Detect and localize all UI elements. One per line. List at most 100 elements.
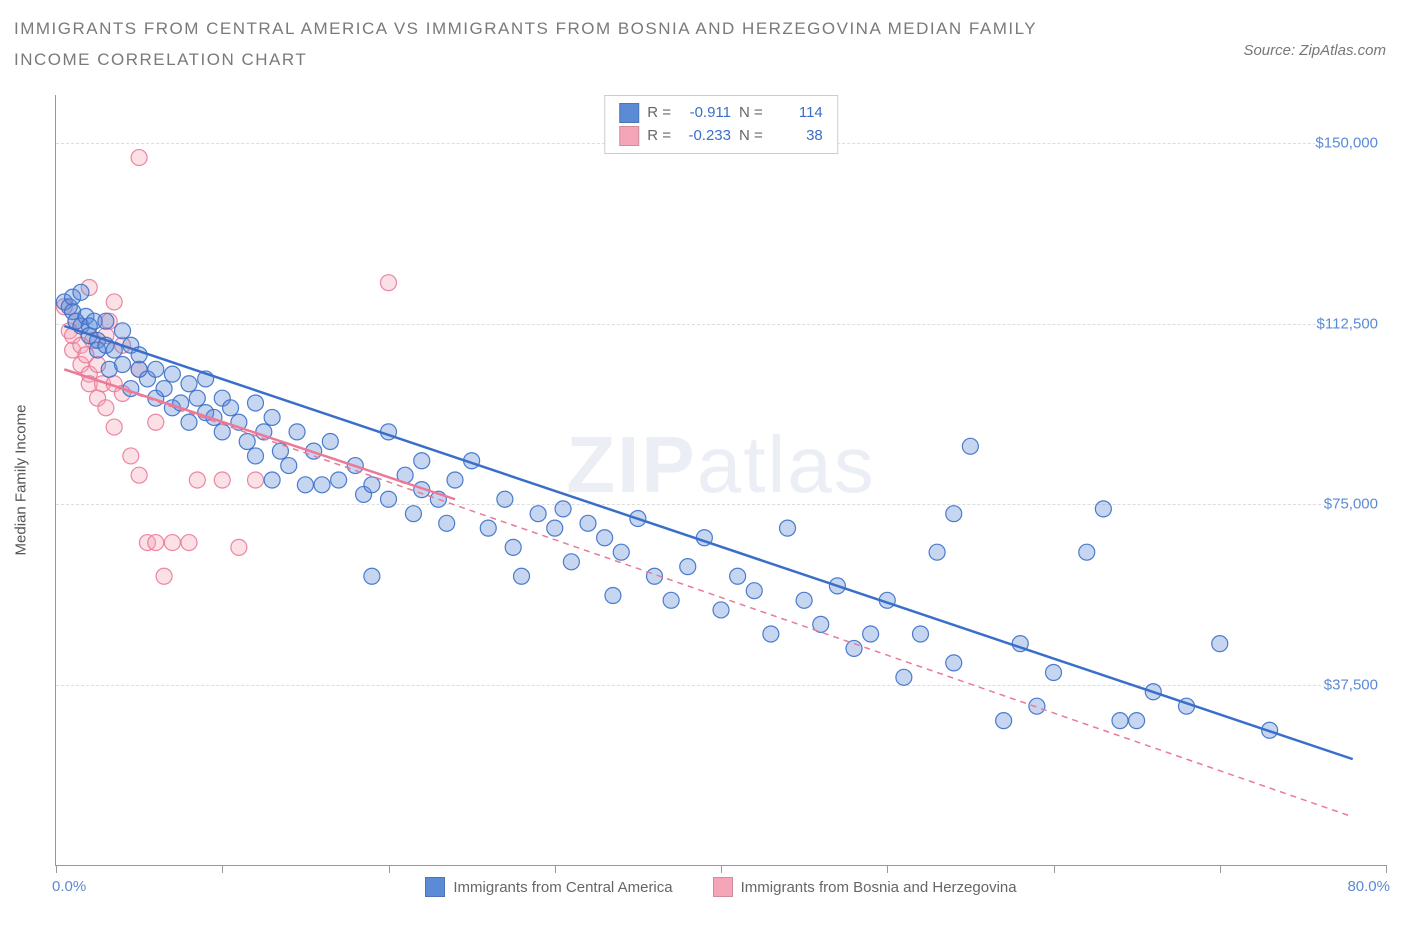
scatter-point — [189, 472, 205, 488]
scatter-point — [181, 414, 197, 430]
swatch-series-1 — [619, 103, 639, 123]
legend-row-series-2: R = -0.233 N = 38 — [619, 125, 823, 148]
scatter-point — [555, 501, 571, 517]
trend-line — [64, 369, 1352, 817]
swatch-series-2-bottom — [713, 877, 733, 897]
scatter-point — [181, 535, 197, 551]
scatter-point — [214, 472, 230, 488]
scatter-point — [131, 467, 147, 483]
scatter-point — [331, 472, 347, 488]
scatter-point — [497, 491, 513, 507]
scatter-point — [115, 323, 131, 339]
scatter-point — [364, 477, 380, 493]
scatter-point — [580, 515, 596, 531]
x-tick — [1220, 865, 1221, 873]
scatter-point — [405, 506, 421, 522]
chart-title: IMMIGRANTS FROM CENTRAL AMERICA VS IMMIG… — [14, 14, 1064, 75]
scatter-point — [530, 506, 546, 522]
scatter-point — [480, 520, 496, 536]
scatter-point — [98, 400, 114, 416]
scatter-point — [106, 294, 122, 310]
source-attribution: Source: ZipAtlas.com — [1243, 42, 1386, 59]
scatter-point — [322, 434, 338, 450]
scatter-point — [1112, 713, 1128, 729]
scatter-point — [547, 520, 563, 536]
trend-line — [64, 326, 1352, 759]
x-tick — [56, 865, 57, 873]
scatter-point — [381, 491, 397, 507]
legend-label-2: Immigrants from Bosnia and Herzegovina — [741, 879, 1017, 896]
scatter-point — [148, 361, 164, 377]
x-tick — [721, 865, 722, 873]
scatter-point — [164, 366, 180, 382]
swatch-series-1-bottom — [425, 877, 445, 897]
scatter-point — [439, 515, 455, 531]
scatter-point — [1046, 665, 1062, 681]
r-value-1: -0.911 — [679, 102, 731, 125]
scatter-point — [281, 458, 297, 474]
scatter-point — [189, 390, 205, 406]
scatter-point — [289, 424, 305, 440]
scatter-point — [231, 539, 247, 555]
scatter-point — [214, 424, 230, 440]
scatter-point — [272, 443, 288, 459]
scatter-point — [106, 419, 122, 435]
scatter-point — [164, 535, 180, 551]
scatter-point — [505, 539, 521, 555]
x-tick — [389, 865, 390, 873]
n-value-2: 38 — [771, 125, 823, 148]
scatter-point — [946, 506, 962, 522]
scatter-point — [563, 554, 579, 570]
scatter-point — [131, 150, 147, 166]
scatter-point — [929, 544, 945, 560]
scatter-point — [123, 448, 139, 464]
scatter-point — [297, 477, 313, 493]
r-label: R = — [647, 125, 671, 148]
scatter-point — [896, 669, 912, 685]
scatter-point — [156, 381, 172, 397]
scatter-point — [381, 275, 397, 291]
legend-row-series-1: R = -0.911 N = 114 — [619, 102, 823, 125]
x-tick — [555, 865, 556, 873]
y-axis-label: Median Family Income — [13, 405, 30, 556]
scatter-point — [913, 626, 929, 642]
scatter-point — [248, 472, 264, 488]
scatter-point — [314, 477, 330, 493]
scatter-point — [73, 284, 89, 300]
legend-item-1: Immigrants from Central America — [425, 877, 672, 897]
chart-area: Median Family Income ZIPatlas $37,500$75… — [55, 95, 1386, 866]
scatter-point — [746, 583, 762, 599]
legend-series-names: Immigrants from Central America Immigran… — [56, 877, 1386, 897]
scatter-point — [248, 395, 264, 411]
scatter-point — [1029, 698, 1045, 714]
scatter-point — [713, 602, 729, 618]
n-label: N = — [739, 125, 763, 148]
n-label: N = — [739, 102, 763, 125]
scatter-plot — [56, 95, 1386, 865]
n-value-1: 114 — [771, 102, 823, 125]
x-tick — [887, 865, 888, 873]
x-tick — [222, 865, 223, 873]
scatter-point — [264, 409, 280, 425]
scatter-point — [780, 520, 796, 536]
scatter-point — [680, 559, 696, 575]
scatter-point — [223, 400, 239, 416]
scatter-point — [181, 376, 197, 392]
scatter-point — [962, 438, 978, 454]
scatter-point — [796, 592, 812, 608]
legend-item-2: Immigrants from Bosnia and Herzegovina — [713, 877, 1017, 897]
scatter-point — [98, 313, 114, 329]
scatter-point — [447, 472, 463, 488]
scatter-point — [730, 568, 746, 584]
scatter-point — [264, 472, 280, 488]
x-tick — [1386, 865, 1387, 873]
legend-label-1: Immigrants from Central America — [453, 879, 672, 896]
scatter-point — [605, 588, 621, 604]
scatter-point — [1129, 713, 1145, 729]
scatter-point — [115, 357, 131, 373]
r-label: R = — [647, 102, 671, 125]
scatter-point — [239, 434, 255, 450]
scatter-point — [763, 626, 779, 642]
x-tick — [1054, 865, 1055, 873]
scatter-point — [364, 568, 380, 584]
